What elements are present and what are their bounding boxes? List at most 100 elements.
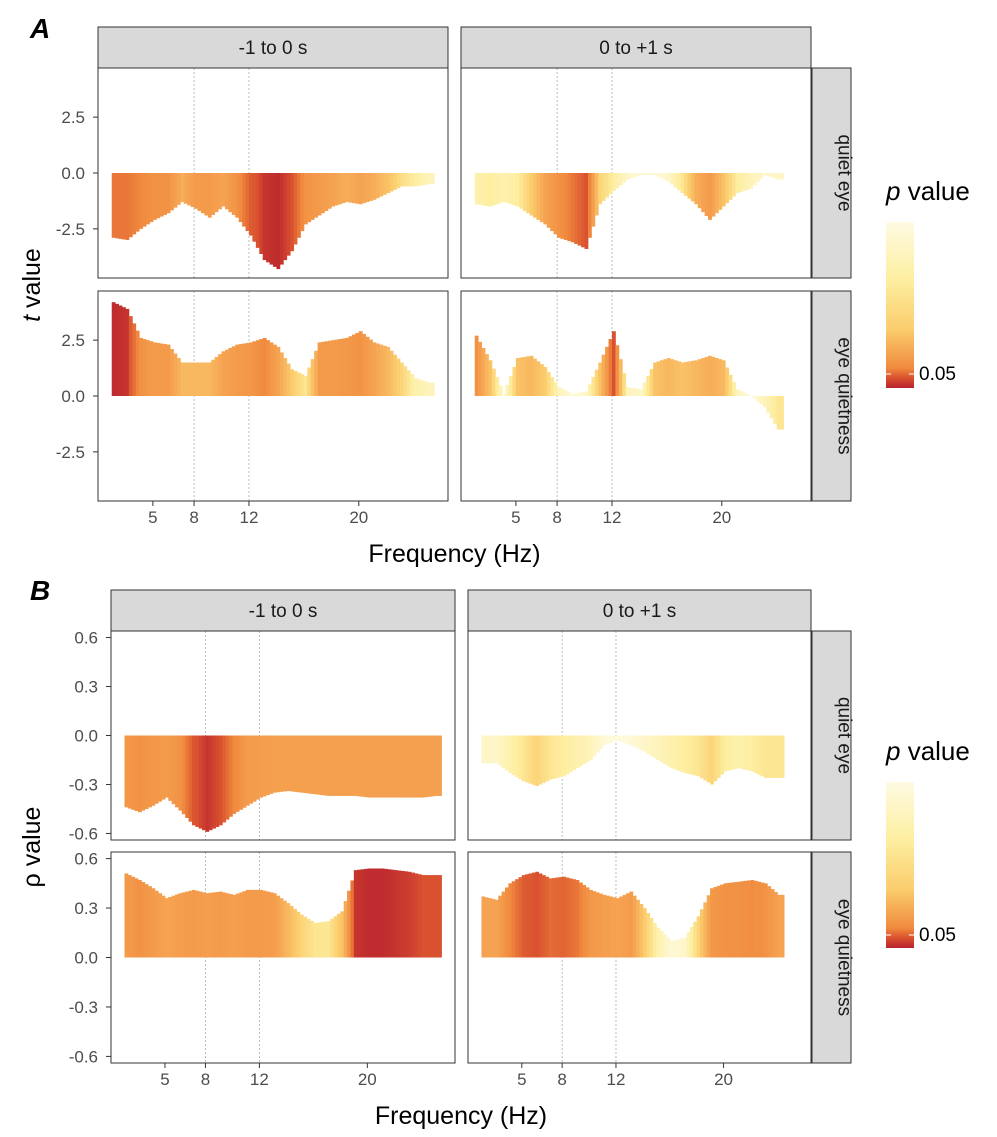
- data-bar: [666, 358, 671, 396]
- data-bar: [515, 735, 519, 778]
- data-bar: [276, 895, 281, 958]
- data-bar: [725, 173, 730, 204]
- data-bar: [185, 735, 189, 818]
- x-tick-label: 5: [160, 1070, 169, 1089]
- data-bar: [703, 735, 708, 781]
- data-bar: [273, 173, 277, 267]
- data-bar: [290, 369, 294, 396]
- data-bar: [582, 884, 587, 958]
- data-bar: [711, 173, 716, 217]
- data-bar: [180, 362, 185, 396]
- data-bar: [420, 380, 425, 396]
- data-bar: [393, 173, 397, 190]
- data-bar: [649, 369, 654, 396]
- data-bar: [350, 735, 355, 796]
- data-bar: [297, 173, 301, 238]
- data-bar: [417, 874, 422, 958]
- data-bar: [343, 901, 348, 958]
- data-bar: [694, 173, 699, 205]
- data-bar: [360, 869, 365, 958]
- data-bar: [726, 735, 731, 771]
- data-bar: [333, 916, 338, 958]
- data-bar: [609, 896, 613, 958]
- data-bar: [740, 881, 745, 958]
- data-bar: [347, 890, 351, 958]
- data-bar: [696, 735, 701, 777]
- data-bar: [491, 368, 496, 396]
- data-bar: [313, 922, 318, 958]
- data-bar: [320, 922, 324, 958]
- data-bar: [345, 337, 349, 396]
- y-axis-label: ρ value: [18, 807, 46, 888]
- x-tick-label: 8: [557, 1070, 566, 1089]
- data-bar: [276, 346, 281, 396]
- data-bar: [372, 342, 377, 396]
- y-axis-label-text: value: [18, 248, 46, 315]
- data-bar: [601, 173, 606, 201]
- data-bar: [131, 876, 136, 958]
- data-bar: [679, 735, 684, 772]
- data-bar: [526, 173, 531, 214]
- column-strip-label: 0 to +1 s: [603, 601, 676, 622]
- data-bar: [341, 173, 346, 204]
- data-bar: [605, 173, 609, 198]
- data-bar: [649, 917, 654, 958]
- data-bar: [721, 360, 726, 396]
- data-bar: [738, 173, 743, 192]
- data-bar: [266, 173, 270, 263]
- data-bar: [431, 875, 436, 958]
- data-bar: [417, 379, 421, 396]
- data-bar: [401, 870, 405, 958]
- data-bar: [154, 890, 159, 958]
- data-bar: [656, 361, 661, 396]
- data-bar: [141, 735, 146, 811]
- facet-1-1: 5 8 12 20: [467, 851, 812, 1089]
- data-bar: [430, 382, 435, 396]
- data-bar: [545, 876, 550, 958]
- data-bar: [255, 340, 260, 396]
- data-bar: [320, 735, 324, 796]
- data-bar: [239, 735, 243, 810]
- data-bar: [598, 173, 603, 205]
- data-bar: [535, 735, 540, 787]
- data-bar: [511, 881, 516, 958]
- data-bar: [245, 735, 250, 806]
- data-bar: [528, 873, 533, 958]
- data-bar: [266, 891, 270, 958]
- column-strip: [110, 589, 456, 632]
- data-bar: [428, 735, 432, 797]
- data-bar: [211, 173, 216, 215]
- data-bar: [168, 896, 173, 958]
- data-bar: [697, 173, 702, 209]
- data-bar: [144, 735, 149, 809]
- data-bar: [474, 335, 479, 396]
- data-bar: [360, 735, 365, 797]
- data-bar: [340, 735, 345, 796]
- data-bar: [377, 868, 382, 958]
- data-bar: [115, 173, 119, 239]
- data-bar: [396, 173, 401, 189]
- y-tick-label: -2.5: [56, 443, 85, 462]
- data-bar: [763, 735, 768, 778]
- data-bar: [725, 367, 730, 396]
- data-bar: [430, 173, 435, 185]
- data-bar: [357, 735, 361, 797]
- data-bar: [570, 393, 575, 396]
- data-bar: [323, 921, 328, 958]
- data-bar: [498, 895, 503, 958]
- data-bar: [375, 173, 380, 199]
- data-bar: [208, 735, 213, 831]
- data-bar: [687, 361, 692, 396]
- data-bar: [587, 384, 592, 396]
- legend: p value 0.05: [885, 736, 970, 948]
- data-bar: [132, 173, 137, 235]
- data-bar: [563, 173, 568, 241]
- data-bar: [706, 735, 711, 783]
- data-bar: [666, 735, 671, 767]
- data-bar: [676, 735, 681, 771]
- data-bar: [283, 735, 287, 792]
- y-tick-label: -2.5: [56, 220, 85, 239]
- data-bar: [619, 896, 624, 958]
- data-bar: [171, 735, 176, 805]
- data-bar: [242, 343, 246, 396]
